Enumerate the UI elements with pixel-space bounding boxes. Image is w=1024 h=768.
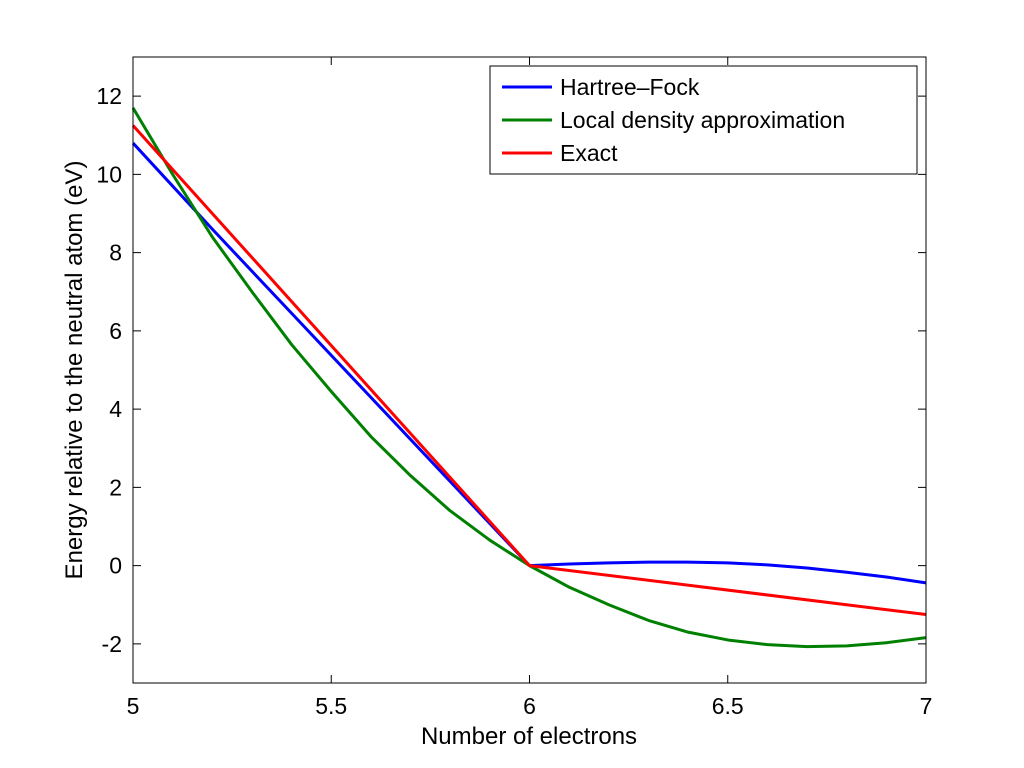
y-tick-label: 12 — [96, 83, 122, 109]
series-line-hartree-fock — [131, 142, 927, 585]
legend-box — [489, 65, 918, 175]
y-tick-label: 8 — [109, 240, 122, 266]
series-line-exact — [131, 124, 927, 617]
x-tick-label: 7 — [920, 693, 933, 719]
series-layer — [131, 107, 927, 649]
x-tick-label: 6 — [523, 693, 536, 719]
y-tick-label: -2 — [102, 631, 122, 657]
y-tick-label: 6 — [109, 318, 122, 344]
y-axis-label: Energy relative to the neutral atom (eV) — [61, 161, 88, 580]
x-tick-label: 5.5 — [315, 693, 347, 719]
tick-labels: 5 5.5 6 6.5 7 -2 0 2 4 6 8 10 12 — [96, 83, 932, 719]
plot-frame — [132, 56, 927, 684]
legend-label-exact: Exact — [560, 140, 618, 166]
legend: Hartree–Fock Local density approximation E… — [489, 65, 918, 175]
legend-label-local-density-approximation: Local density approximation — [560, 107, 845, 133]
legend-label-hartree-fock: Hartree–Fock — [560, 74, 700, 100]
y-tick-label: 2 — [109, 474, 122, 500]
y-tick-label: 0 — [109, 553, 122, 579]
y-tick-label: 4 — [109, 396, 122, 422]
x-tick-label: 5 — [127, 693, 140, 719]
x-tick-label: 6.5 — [712, 693, 744, 719]
y-tick-label: 10 — [96, 161, 122, 187]
x-axis-label: Number of electrons — [421, 723, 637, 750]
